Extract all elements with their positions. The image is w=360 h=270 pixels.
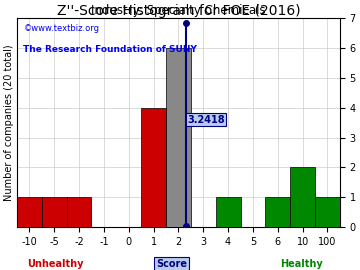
Bar <box>166 48 191 227</box>
Bar <box>141 108 166 227</box>
Bar <box>290 167 315 227</box>
Bar <box>17 197 42 227</box>
Text: Score: Score <box>157 259 188 269</box>
Bar <box>67 197 91 227</box>
Text: ©www.textbiz.org: ©www.textbiz.org <box>23 25 99 33</box>
Bar <box>216 197 240 227</box>
Title: Z''-Score Histogram for FOE (2016): Z''-Score Histogram for FOE (2016) <box>57 4 300 18</box>
Bar <box>265 197 290 227</box>
Text: 3.2418: 3.2418 <box>187 115 225 125</box>
Bar <box>315 197 340 227</box>
Bar <box>42 197 67 227</box>
Text: Unhealthy: Unhealthy <box>27 259 84 269</box>
Text: The Research Foundation of SUNY: The Research Foundation of SUNY <box>23 45 197 54</box>
Text: Industry: Specialty Chemicals: Industry: Specialty Chemicals <box>91 4 266 17</box>
Text: Healthy: Healthy <box>280 259 323 269</box>
Y-axis label: Number of companies (20 total): Number of companies (20 total) <box>4 44 14 201</box>
